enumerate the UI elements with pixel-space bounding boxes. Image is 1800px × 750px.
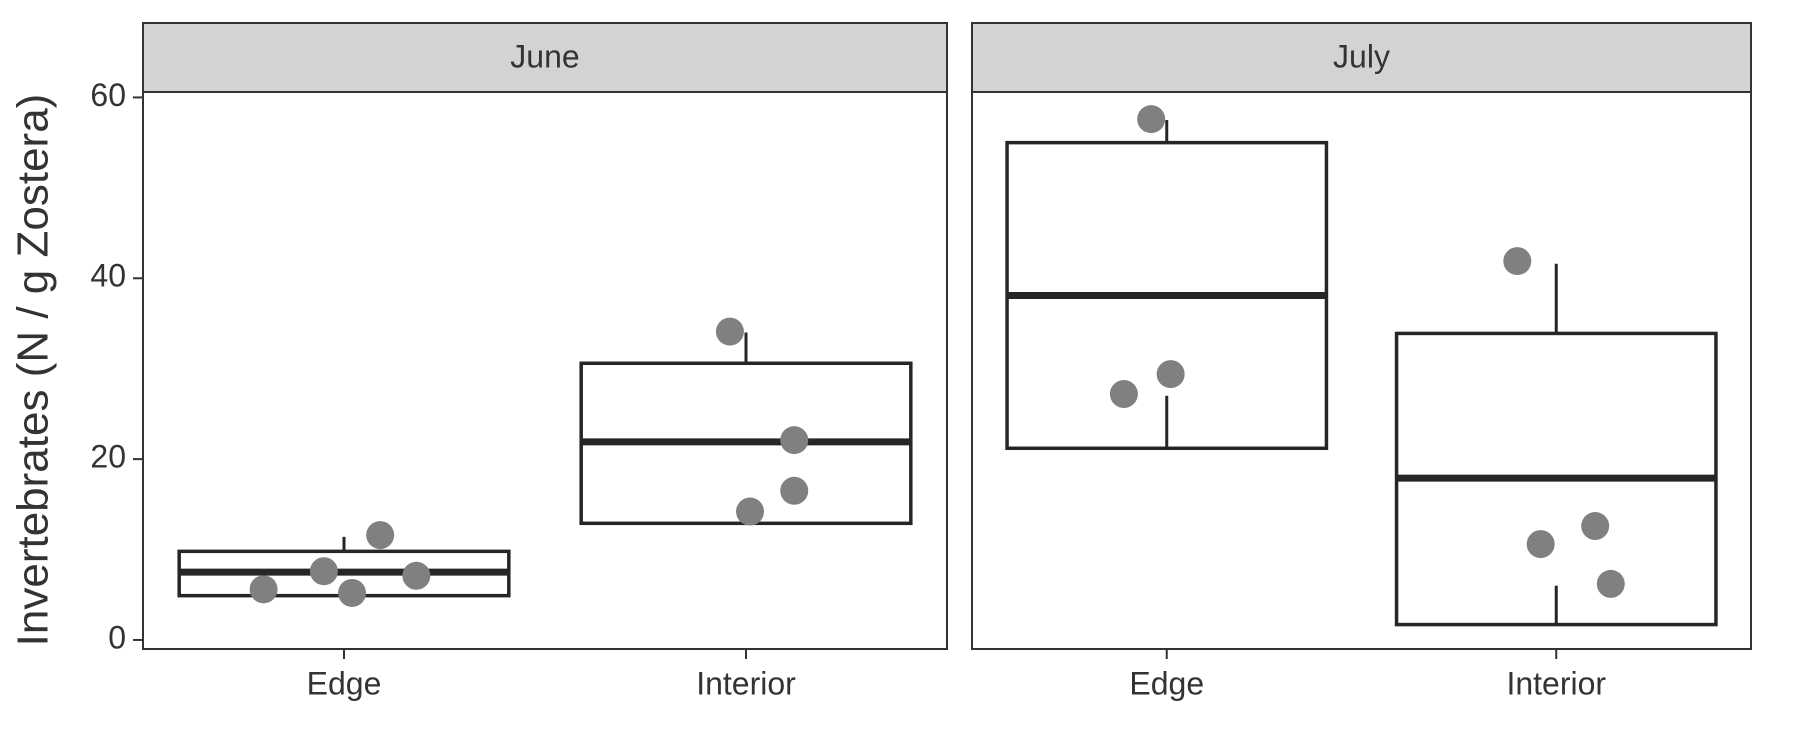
point <box>366 521 395 550</box>
point <box>780 476 809 505</box>
y-axis-label: Invertebrates (N / g Zostera) <box>9 94 58 647</box>
point <box>402 561 431 590</box>
x-tick-label: Interior <box>1506 665 1606 701</box>
point <box>338 578 367 607</box>
strip <box>971 22 1752 93</box>
strip <box>142 22 948 93</box>
panel-title: June <box>510 38 579 74</box>
point <box>1503 247 1532 276</box>
point <box>309 557 338 586</box>
point <box>1526 530 1555 559</box>
point <box>1581 512 1610 541</box>
panel-border <box>971 91 1752 650</box>
panel-title: July <box>1333 38 1390 74</box>
x-tick-label: Edge <box>307 665 382 701</box>
point <box>780 426 809 455</box>
point <box>1137 105 1166 134</box>
point <box>1156 360 1185 389</box>
y-tick-label: 40 <box>90 258 126 294</box>
panel-border <box>142 91 948 650</box>
y-tick-label: 60 <box>90 77 126 113</box>
x-tick-label: Edge <box>1129 665 1204 701</box>
point <box>715 317 744 346</box>
point <box>249 575 278 604</box>
point <box>1109 380 1138 409</box>
y-tick-label: 0 <box>108 619 126 655</box>
point <box>1596 569 1625 598</box>
x-tick-label: Interior <box>696 665 796 701</box>
y-tick-label: 20 <box>90 439 126 475</box>
point <box>736 497 765 526</box>
